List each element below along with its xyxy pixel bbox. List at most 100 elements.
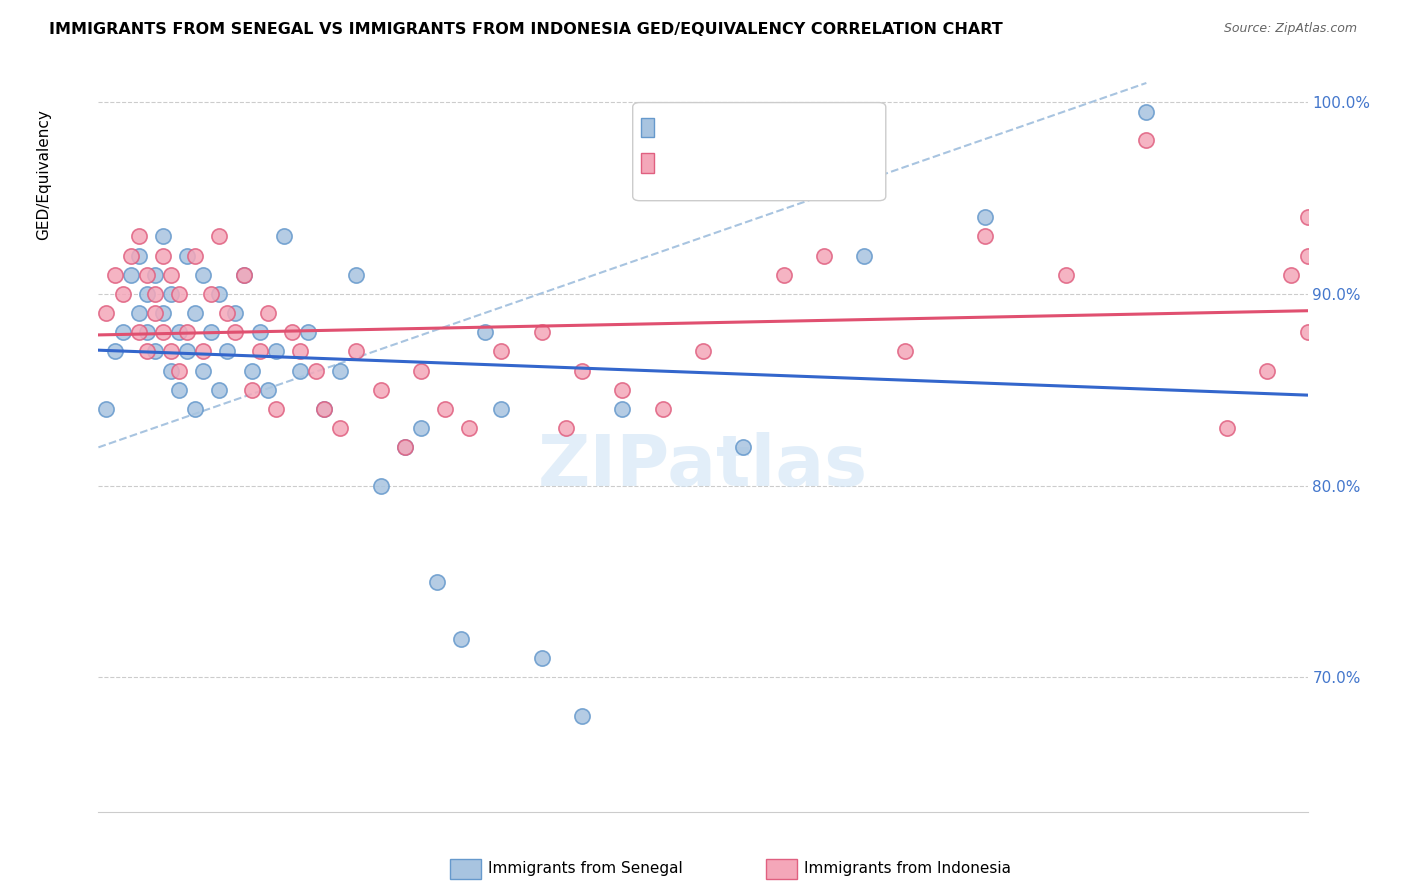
Point: [208, 229, 231, 244]
Point: [434, 401, 457, 416]
Point: [314, 401, 336, 416]
Point: [224, 325, 246, 339]
Point: [167, 364, 190, 378]
Point: [409, 421, 432, 435]
Point: [217, 344, 239, 359]
Text: GED/Equivalency: GED/Equivalency: [37, 110, 52, 241]
Point: [530, 651, 553, 665]
Text: Immigrants from Indonesia: Immigrants from Indonesia: [804, 862, 1011, 876]
Point: [370, 383, 392, 397]
Point: [893, 344, 915, 359]
Point: [208, 287, 231, 301]
Point: [394, 441, 416, 455]
Text: Source: ZipAtlas.com: Source: ZipAtlas.com: [1223, 22, 1357, 36]
Point: [167, 287, 190, 301]
Point: [1135, 104, 1157, 119]
Point: [152, 229, 174, 244]
Point: [240, 364, 263, 378]
Point: [1256, 364, 1278, 378]
Point: [120, 268, 142, 282]
Point: [200, 287, 222, 301]
Point: [193, 364, 215, 378]
Point: [128, 306, 150, 320]
Point: [249, 344, 271, 359]
Point: [143, 344, 166, 359]
Point: [571, 708, 593, 723]
Point: [491, 401, 513, 416]
Point: [329, 364, 352, 378]
Point: [167, 383, 190, 397]
Point: [152, 248, 174, 262]
Point: [143, 268, 166, 282]
Point: [264, 401, 287, 416]
Text: N =: N =: [735, 153, 783, 171]
Text: R =: R =: [657, 153, 693, 171]
Point: [193, 344, 215, 359]
Point: [184, 248, 207, 262]
Point: [409, 364, 432, 378]
Point: [232, 268, 254, 282]
Point: [135, 268, 157, 282]
Point: [813, 248, 835, 262]
Point: [96, 401, 118, 416]
Point: [128, 325, 150, 339]
Point: [217, 306, 239, 320]
Text: Immigrants from Senegal: Immigrants from Senegal: [488, 862, 683, 876]
Point: [135, 287, 157, 301]
Point: [224, 306, 246, 320]
Point: [240, 383, 263, 397]
Point: [135, 325, 157, 339]
Point: [264, 344, 287, 359]
Point: [571, 364, 593, 378]
Point: [772, 268, 794, 282]
Point: [249, 325, 271, 339]
Point: [1296, 248, 1319, 262]
Point: [458, 421, 481, 435]
Point: [1054, 268, 1077, 282]
Point: [193, 268, 215, 282]
Point: [143, 287, 166, 301]
Point: [394, 441, 416, 455]
Point: [370, 478, 392, 492]
Point: [491, 344, 513, 359]
Point: [96, 306, 118, 320]
Point: [1281, 268, 1303, 282]
Text: N =: N =: [735, 118, 783, 136]
Point: [555, 421, 578, 435]
Point: [256, 383, 278, 397]
Text: ZIPatlas: ZIPatlas: [538, 432, 868, 501]
Text: 58: 58: [773, 153, 799, 171]
Point: [176, 344, 198, 359]
Point: [329, 421, 352, 435]
Point: [111, 287, 134, 301]
Point: [288, 344, 311, 359]
Point: [128, 248, 150, 262]
Point: [184, 306, 207, 320]
Point: [160, 344, 183, 359]
Point: [184, 401, 207, 416]
Point: [200, 325, 222, 339]
Point: [305, 364, 328, 378]
Point: [152, 306, 174, 320]
Point: [176, 325, 198, 339]
Point: [143, 306, 166, 320]
Point: [103, 268, 125, 282]
Point: [176, 248, 198, 262]
Point: [128, 229, 150, 244]
Point: [1135, 133, 1157, 147]
Point: [314, 401, 336, 416]
Point: [111, 325, 134, 339]
Point: [733, 441, 755, 455]
Point: [160, 364, 183, 378]
Point: [1216, 421, 1239, 435]
Point: [120, 248, 142, 262]
Point: [974, 211, 997, 225]
Point: [135, 344, 157, 359]
Point: [297, 325, 319, 339]
Point: [1296, 211, 1319, 225]
Point: [450, 632, 472, 647]
Point: [612, 401, 634, 416]
Text: IMMIGRANTS FROM SENEGAL VS IMMIGRANTS FROM INDONESIA GED/EQUIVALENCY CORRELATION: IMMIGRANTS FROM SENEGAL VS IMMIGRANTS FR…: [49, 22, 1002, 37]
Point: [344, 344, 367, 359]
Point: [612, 383, 634, 397]
